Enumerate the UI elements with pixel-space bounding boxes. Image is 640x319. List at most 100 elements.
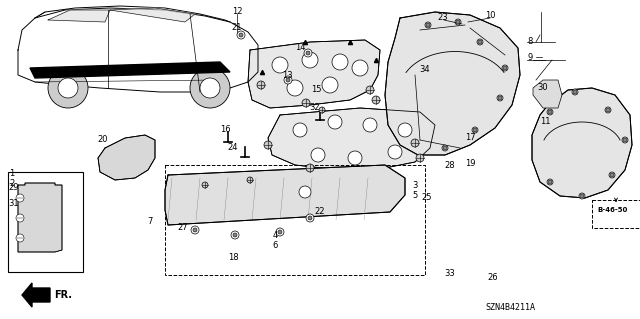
Text: 2: 2: [10, 179, 15, 188]
Circle shape: [503, 66, 507, 70]
Circle shape: [190, 68, 230, 108]
Text: 32: 32: [310, 103, 320, 113]
Text: 6: 6: [272, 241, 278, 249]
Circle shape: [200, 78, 220, 98]
Circle shape: [398, 123, 412, 137]
Circle shape: [548, 110, 552, 114]
Circle shape: [416, 154, 424, 162]
Circle shape: [239, 33, 243, 37]
Text: 20: 20: [98, 136, 108, 145]
Text: 30: 30: [538, 83, 548, 92]
Text: 9: 9: [527, 54, 532, 63]
Circle shape: [257, 81, 265, 89]
Polygon shape: [48, 10, 110, 22]
Text: 23: 23: [438, 13, 448, 23]
Text: 18: 18: [228, 254, 238, 263]
Circle shape: [332, 54, 348, 70]
Text: 17: 17: [465, 133, 476, 143]
Text: 3: 3: [412, 181, 418, 189]
Circle shape: [442, 145, 448, 151]
Text: 31: 31: [9, 198, 19, 207]
Circle shape: [276, 228, 284, 236]
Circle shape: [502, 65, 508, 71]
Text: B-46-50: B-46-50: [597, 207, 627, 213]
Circle shape: [425, 22, 431, 28]
Polygon shape: [98, 135, 155, 180]
Text: 13: 13: [282, 70, 292, 79]
Circle shape: [478, 40, 482, 44]
Text: FR.: FR.: [54, 290, 72, 300]
Text: 25: 25: [422, 192, 432, 202]
Circle shape: [573, 90, 577, 94]
Circle shape: [547, 109, 553, 115]
Circle shape: [302, 99, 310, 107]
Bar: [592, 200, 640, 228]
Circle shape: [605, 107, 611, 113]
Circle shape: [622, 137, 628, 143]
Circle shape: [16, 234, 24, 242]
Bar: [165, 165, 425, 275]
Text: 14: 14: [295, 43, 305, 53]
Circle shape: [293, 123, 307, 137]
Circle shape: [306, 51, 310, 55]
Circle shape: [306, 214, 314, 222]
Circle shape: [426, 23, 430, 27]
Circle shape: [443, 146, 447, 150]
Circle shape: [472, 127, 478, 133]
Circle shape: [302, 52, 318, 68]
Circle shape: [610, 173, 614, 177]
Text: 12: 12: [232, 8, 243, 17]
Circle shape: [16, 214, 24, 222]
Circle shape: [348, 151, 362, 165]
Circle shape: [498, 96, 502, 100]
Circle shape: [278, 230, 282, 234]
Polygon shape: [385, 12, 520, 155]
Polygon shape: [533, 80, 562, 108]
Circle shape: [579, 193, 585, 199]
Circle shape: [352, 60, 368, 76]
Circle shape: [264, 141, 272, 149]
Circle shape: [284, 76, 292, 84]
Polygon shape: [22, 283, 50, 307]
Circle shape: [497, 95, 503, 101]
Text: 21: 21: [232, 24, 243, 33]
Circle shape: [456, 20, 460, 24]
Circle shape: [286, 78, 290, 82]
Text: 16: 16: [220, 125, 230, 135]
Polygon shape: [165, 165, 405, 225]
Text: SZN4B4211A: SZN4B4211A: [485, 303, 535, 313]
Text: 11: 11: [540, 117, 550, 127]
Text: 1: 1: [10, 168, 15, 177]
Circle shape: [455, 19, 461, 25]
Circle shape: [193, 228, 197, 232]
Circle shape: [191, 226, 199, 234]
Circle shape: [623, 138, 627, 142]
Circle shape: [247, 177, 253, 183]
Circle shape: [237, 31, 245, 39]
Circle shape: [580, 194, 584, 198]
Polygon shape: [18, 8, 258, 92]
Circle shape: [372, 96, 380, 104]
Text: 26: 26: [488, 273, 499, 283]
Polygon shape: [268, 108, 435, 170]
Circle shape: [231, 231, 239, 239]
Text: 10: 10: [484, 11, 495, 20]
Polygon shape: [110, 8, 195, 22]
Circle shape: [304, 49, 312, 57]
Text: 24: 24: [228, 143, 238, 152]
Circle shape: [606, 108, 610, 112]
Text: 28: 28: [445, 161, 455, 170]
Circle shape: [473, 128, 477, 132]
Circle shape: [363, 118, 377, 132]
Polygon shape: [30, 62, 230, 78]
Circle shape: [202, 182, 208, 188]
Circle shape: [311, 148, 325, 162]
Text: 19: 19: [465, 159, 476, 167]
Text: 22: 22: [315, 207, 325, 217]
Text: 34: 34: [420, 65, 430, 75]
Circle shape: [48, 68, 88, 108]
Circle shape: [548, 180, 552, 184]
Text: 5: 5: [412, 190, 418, 199]
Circle shape: [16, 194, 24, 202]
Polygon shape: [18, 183, 62, 252]
